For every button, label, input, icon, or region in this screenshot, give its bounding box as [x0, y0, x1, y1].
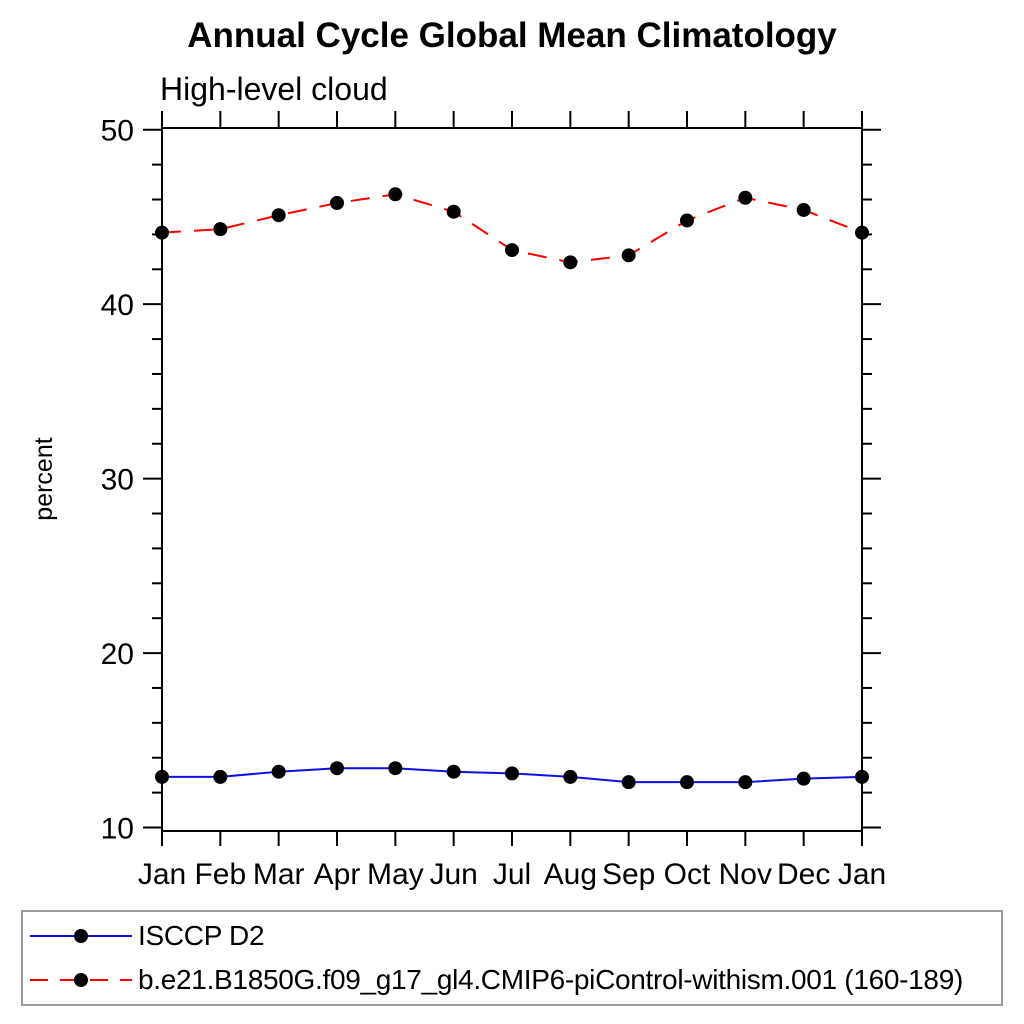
- y-tick-label: 30: [101, 464, 134, 497]
- x-tick-label: May: [367, 858, 424, 891]
- y-tick-label: 50: [101, 115, 134, 148]
- y-tick-labels: 10 20 30 40 50: [101, 115, 134, 846]
- legend-item-model: b.e21.B1850G.f09_g17_gl4.CMIP6-piControl…: [23, 958, 1001, 1002]
- data-point: [446, 764, 461, 779]
- plot-layers: Jan Feb Mar Apr May Jun Jul Aug Sep Oct Nov Dec Jan1…: [101, 111, 886, 891]
- series-0-markers: [155, 761, 869, 790]
- x-tick-label: Jun: [429, 858, 477, 891]
- data-point: [680, 775, 694, 790]
- x-tick-label: Jan: [138, 858, 186, 891]
- data-point: [505, 243, 519, 258]
- data-point: [563, 255, 578, 270]
- x-tick-label: Apr: [314, 858, 361, 891]
- y-tick-label: 40: [101, 289, 134, 322]
- x-tick-label: Mar: [253, 858, 305, 891]
- axis-frame: [161, 127, 863, 832]
- data-point: [271, 764, 286, 779]
- x-tick-label: Jan: [838, 858, 886, 891]
- data-point: [855, 225, 869, 240]
- y-tick-label: 20: [101, 638, 134, 671]
- chart-subtitle: High-level cloud: [160, 71, 388, 107]
- data-point: [738, 775, 753, 790]
- x-ticks: [161, 111, 863, 846]
- x-tick-labels: Jan Feb Mar Apr May Jun Jul Aug Sep Oct Nov Dec Jan: [138, 858, 886, 891]
- x-tick-label: Oct: [664, 858, 711, 891]
- data-point: [213, 222, 228, 237]
- y-axis-label: percent: [30, 437, 58, 520]
- legend: ISCCP D2 b.e21.B1850G.f09_g17_gl4.CMIP6-…: [21, 910, 1003, 1006]
- data-point: [680, 213, 694, 228]
- legend-label-isccp: ISCCP D2: [138, 920, 265, 951]
- legend-marker-dot: [74, 929, 88, 943]
- data-point: [388, 761, 403, 776]
- data-point: [155, 769, 169, 784]
- legend-line-sample-solid: [30, 929, 132, 943]
- data-point: [505, 766, 519, 781]
- data-point: [855, 769, 869, 784]
- data-point: [621, 775, 636, 790]
- data-point: [330, 761, 344, 776]
- legend-line-sample-dashed: [30, 973, 132, 987]
- x-tick-label: Feb: [194, 858, 246, 891]
- data-point: [388, 187, 403, 202]
- data-point: [271, 208, 286, 223]
- legend-marker-dot: [74, 973, 88, 987]
- data-point: [155, 225, 169, 240]
- data-point: [738, 190, 753, 205]
- data-point: [796, 771, 811, 786]
- y-tick-label: 10: [101, 813, 134, 846]
- chart-title: Annual Cycle Global Mean Climatology: [187, 16, 837, 55]
- series-1-markers: [155, 187, 869, 270]
- y-ticks: [143, 128, 881, 829]
- data-point: [446, 204, 461, 219]
- data-point: [796, 202, 811, 217]
- data-point: [330, 196, 344, 211]
- data-point: [621, 248, 636, 263]
- data-point: [563, 769, 578, 784]
- x-tick-label: Dec: [777, 858, 830, 891]
- x-tick-label: Aug: [544, 858, 597, 891]
- x-tick-label: Jul: [493, 858, 531, 891]
- data-point: [213, 769, 228, 784]
- legend-item-isccp: ISCCP D2: [23, 914, 1001, 958]
- plot-area: Annual Cycle Global Mean Climatology Hig…: [30, 16, 886, 891]
- legend-label-model: b.e21.B1850G.f09_g17_gl4.CMIP6-piControl…: [138, 964, 963, 995]
- x-tick-label: Nov: [719, 858, 772, 891]
- x-tick-label: Sep: [602, 858, 655, 891]
